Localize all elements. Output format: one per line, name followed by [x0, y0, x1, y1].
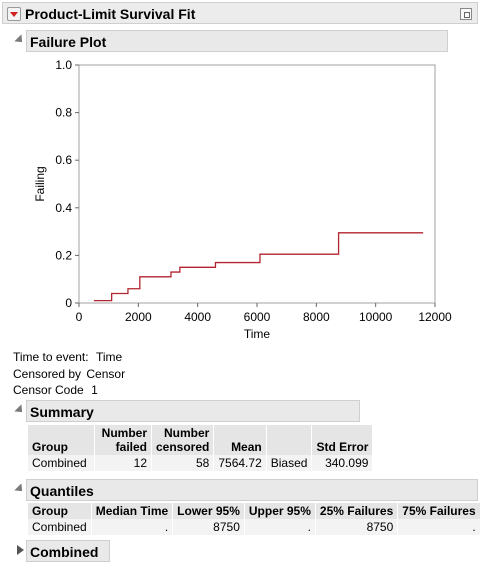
y-tick-label: 0: [65, 296, 72, 310]
quantiles-col-median: Median Time: [91, 503, 174, 519]
summary-col-group: Group: [28, 425, 95, 455]
y-axis-label: Failing: [33, 166, 47, 201]
summary-cell-failed: 12: [94, 455, 152, 471]
x-tick-label: 4000: [184, 310, 211, 324]
summary-col-censored-l2: censored: [156, 440, 210, 454]
quantiles-cell-lower95: 8750: [172, 519, 245, 535]
quantiles-cell-group: Combined: [28, 519, 92, 535]
x-tick-label: 10000: [359, 310, 393, 324]
quantiles-cell-75fail: .: [397, 519, 481, 535]
table-row: Combined . 8750 . 8750 .: [28, 519, 481, 535]
summary-col-censored-l1: Number: [164, 426, 210, 440]
quantiles-title: Quantiles: [30, 483, 94, 499]
quantiles-col-group: Group: [28, 503, 92, 519]
x-tick-label: 8000: [303, 310, 330, 324]
y-tick-label: 0.8: [55, 106, 72, 120]
time-value: Time: [95, 350, 123, 364]
summary-cell-censored: 58: [151, 455, 215, 471]
summary-cell-stderror: 340.099: [311, 455, 374, 471]
x-axis-label: Time: [244, 327, 271, 341]
censor-label: Censored by: [13, 367, 82, 381]
failure-step-line: [93, 232, 424, 302]
summary-col-group-l2: Group: [32, 440, 68, 454]
failure-plot-title: Failure Plot: [30, 34, 107, 50]
summary-table: Group Number failed Number censored Mean…: [28, 425, 374, 471]
summary-disclosure-icon[interactable]: [14, 404, 26, 416]
summary-col-failed-l1: Number: [101, 426, 147, 440]
y-tick-label: 0.4: [55, 201, 72, 215]
summary-cell-group: Combined: [28, 455, 95, 471]
time-label: Time to event:: [13, 350, 89, 364]
quantiles-col-75fail: 75% Failures: [397, 503, 481, 519]
red-triangle-menu-icon[interactable]: [7, 7, 21, 21]
plot-frame: [78, 64, 436, 304]
x-tick-label: 6000: [244, 310, 271, 324]
summary-col-mean: Mean: [213, 425, 267, 455]
quantiles-cell-upper95: .: [244, 519, 316, 535]
censor-value: Censor: [86, 367, 126, 381]
combined-title: Combined: [30, 544, 99, 560]
summary-col-stderror-l2: Std Error: [316, 440, 369, 454]
summary-cell-mean: 7564.72: [213, 455, 267, 471]
failure-plot-header[interactable]: Failure Plot: [26, 30, 448, 52]
summary-col-bias: [266, 425, 313, 455]
quantiles-col-lower95: Lower 95%: [172, 503, 245, 519]
code-label: Censor Code: [13, 383, 84, 397]
quantiles-col-upper95: Upper 95%: [244, 503, 316, 519]
quantiles-disclosure-icon[interactable]: [14, 483, 26, 495]
summary-col-stderror: Std Error: [311, 425, 374, 455]
y-tick-label: 1.0: [55, 58, 72, 72]
summary-header-row: Group Number failed Number censored Mean…: [28, 425, 374, 455]
summary-title: Summary: [30, 404, 94, 420]
summary-col-failed-l2: failed: [115, 440, 147, 454]
code-value: 1: [91, 383, 98, 397]
y-tick-label: 0.6: [55, 153, 72, 167]
x-tick-label: 0: [76, 310, 83, 324]
report-header: Product-Limit Survival Fit: [2, 2, 478, 24]
quantiles-table: Group Median Time Lower 95% Upper 95% 25…: [28, 503, 481, 535]
quantiles-cell-25fail: 8750: [315, 519, 399, 535]
report-title: Product-Limit Survival Fit: [25, 6, 196, 22]
quantiles-cell-median: .: [91, 519, 174, 535]
combined-header[interactable]: Combined: [26, 540, 110, 562]
x-tick-label: 12000: [418, 310, 452, 324]
report-options-icon[interactable]: [460, 8, 472, 20]
censor-code-line: Censor Code 1: [13, 383, 98, 397]
summary-col-censored: Number censored: [151, 425, 215, 455]
failure-plot-chart: 0 0.2 0.4 0.6 0.8 1.0 0 2000 4000 6000 8000 10000 12…: [33, 58, 452, 341]
quantiles-header[interactable]: Quantiles: [26, 479, 478, 501]
summary-cell-bias: Biased: [266, 455, 313, 471]
quantiles-header-row: Group Median Time Lower 95% Upper 95% 25…: [28, 503, 481, 519]
quantiles-col-25fail: 25% Failures: [315, 503, 399, 519]
table-row: Combined 12 58 7564.72 Biased 340.099: [28, 455, 374, 471]
summary-col-failed: Number failed: [94, 425, 152, 455]
combined-disclosure-icon[interactable]: [17, 545, 24, 555]
summary-col-mean-l2: Mean: [231, 440, 262, 454]
y-tick-label: 0.2: [55, 248, 72, 262]
summary-header[interactable]: Summary: [26, 400, 360, 422]
failure-plot-disclosure-icon[interactable]: [14, 34, 26, 46]
x-tick-label: 2000: [125, 310, 152, 324]
time-to-event-line: Time to event: Time: [13, 350, 122, 364]
censored-by-line: Censored by Censor: [13, 367, 125, 381]
